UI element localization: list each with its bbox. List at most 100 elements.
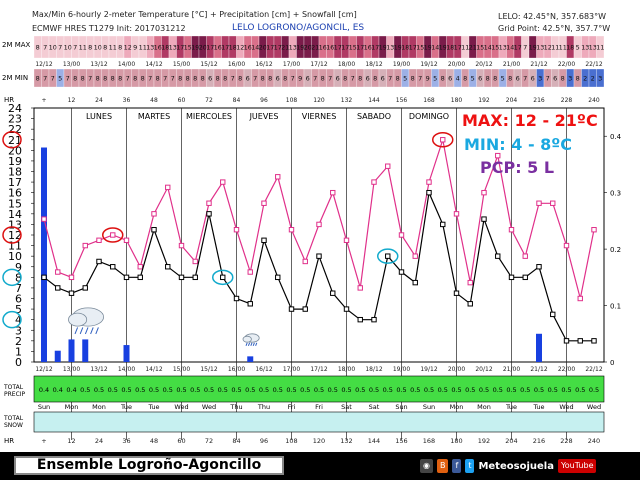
max-temp-point <box>385 163 391 169</box>
min-temp-point <box>206 211 212 217</box>
precip-total-value: 0.5 <box>479 386 489 394</box>
max-strip-value: 11 <box>596 44 604 52</box>
precip-total-value: 0.4 <box>66 386 76 394</box>
min-strip-value: 8 <box>321 75 325 83</box>
date-label: 21/12 <box>530 61 547 68</box>
max-strip-value: 17 <box>454 44 462 52</box>
point-highlight-circle <box>377 248 399 264</box>
max-strip-value: 17 <box>334 44 342 52</box>
dow-label: Wed <box>202 403 216 411</box>
facebook-icon[interactable]: f <box>452 459 462 473</box>
max-strip-value: 16 <box>154 44 162 52</box>
rain-cloud-icon-small-drop <box>245 342 248 346</box>
left-tick-label: 1 <box>15 345 22 358</box>
min-strip-value: 8 <box>201 75 205 83</box>
summary-max: MAX: 12 - 21ºC <box>462 111 598 130</box>
max-strip-value: 5 <box>576 44 580 52</box>
max-temp-point <box>137 264 143 270</box>
min-temp-point <box>275 274 281 281</box>
max-strip-value: 18 <box>161 44 169 52</box>
location-name: LELO LOGRONO/AGONCIL, ES <box>232 23 365 33</box>
max-strip-value: 7 <box>523 44 527 52</box>
min-strip-value: 7 <box>546 75 550 83</box>
min-strip-value: 8 <box>268 75 272 83</box>
min-strip-value: 7 <box>253 75 257 83</box>
min-temp-point <box>563 338 570 344</box>
station-coords: LELO: 42.45°N, 357.683°W <box>498 12 607 21</box>
max-strip-value: 10 <box>94 44 102 52</box>
date-label: 16/00 <box>228 61 245 68</box>
min-strip-value: 8 <box>156 75 160 83</box>
max-strip-value: 15 <box>349 44 357 52</box>
date-label: 18/00 <box>338 61 355 68</box>
min-temp-point <box>261 237 267 243</box>
left-tick-label: 22 <box>8 123 22 136</box>
rain-cloud-icon-drop <box>95 327 99 335</box>
max-temp-point <box>426 179 432 185</box>
precip-bar <box>68 339 75 362</box>
blogger-icon[interactable]: B <box>436 459 449 473</box>
rain-cloud-icon-drop <box>90 327 94 335</box>
max-strip-value: 15 <box>416 44 424 52</box>
min-strip-value: 7 <box>66 75 70 83</box>
min-strip-value: 6 <box>553 75 557 83</box>
min-strip-value: 8 <box>81 75 85 83</box>
left-tick-label: 9 <box>15 261 22 274</box>
max-strip-value: 17 <box>371 44 379 52</box>
max-strip-value: 7 <box>58 44 62 52</box>
precip-total-value: 0.5 <box>438 386 448 394</box>
left-tick-label: 15 <box>8 197 22 210</box>
precip-bar <box>54 350 61 362</box>
min-strip-value: 7 <box>291 75 295 83</box>
right-tick-label: 0 <box>610 359 614 367</box>
hr-tick-label: 216 <box>533 97 545 104</box>
max-strip-value: 15 <box>184 44 192 52</box>
date-label-bottom: 20/00 <box>448 366 465 373</box>
date-label: 19/00 <box>393 61 410 68</box>
precip-total-value: 0.4 <box>39 386 49 394</box>
min-temp-point <box>192 274 198 281</box>
max-strip-value: 7 <box>43 44 47 52</box>
hr-tick-label: 240 <box>588 97 600 104</box>
dow-label: Wed <box>559 403 573 411</box>
precip-total-value: 0.5 <box>245 386 255 394</box>
dow-label: Mon <box>477 403 491 411</box>
grid-coords: Grid Point: 42.5°N, 357.7°W <box>498 24 611 33</box>
hr-tick-label: 228 <box>561 97 573 104</box>
left-tick-label: 12 <box>8 229 22 242</box>
min-strip-value: 7 <box>313 75 317 83</box>
precip-total-row <box>33 375 605 403</box>
min-temp-point <box>412 279 418 286</box>
left-tick-label: 3 <box>15 324 22 337</box>
max-temp-point <box>96 237 102 243</box>
min-strip-value: 8 <box>493 75 497 83</box>
precip-total-value: 0.5 <box>561 386 571 394</box>
max-temp-point <box>577 295 583 302</box>
instagram-icon[interactable]: ◉ <box>420 459 433 473</box>
precip-total-value: 0.5 <box>259 386 269 394</box>
hr-tick-label: 144 <box>368 97 380 104</box>
precip-bar <box>82 339 89 362</box>
min-strip-value: 7 <box>171 75 175 83</box>
min-strip-label: 2M MIN <box>2 74 28 82</box>
day-name: LUNES <box>86 112 112 121</box>
dow-label: Mon <box>92 403 106 411</box>
max-temp-point <box>343 237 350 243</box>
max-temp-point <box>508 227 515 233</box>
min-strip-value: 9 <box>298 75 302 83</box>
max-temp-point <box>412 253 418 259</box>
precip-bar <box>247 356 254 362</box>
hr-tick-label: 12 <box>68 97 76 104</box>
max-strip-value: 13 <box>169 44 177 52</box>
precip-total-value: 0.5 <box>94 386 104 394</box>
summary-min: MIN: 4 - 8ºC <box>464 135 572 154</box>
date-label: 12/12 <box>35 61 52 68</box>
twitter-icon[interactable]: t <box>465 459 475 473</box>
youtube-icon[interactable]: YouTube <box>557 459 597 473</box>
hr-tick-label: 204 <box>506 97 518 104</box>
day-name: DOMINGO <box>409 112 449 121</box>
max-strip-value: 19 <box>424 44 432 52</box>
precip-total-value: 0.5 <box>341 386 351 394</box>
date-label: 13/12 <box>90 61 107 68</box>
